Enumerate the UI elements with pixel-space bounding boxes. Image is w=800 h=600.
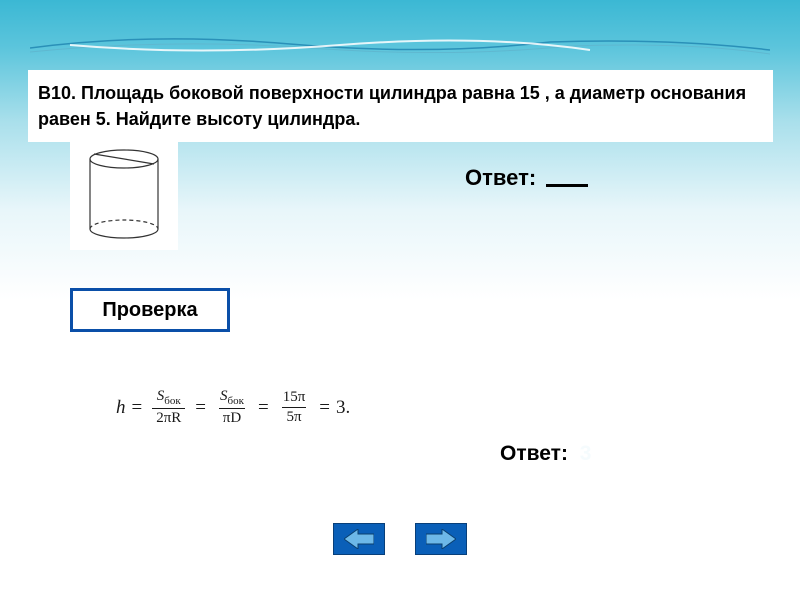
eq-frac-2: Sбок πD (216, 388, 248, 427)
check-button-label: Проверка (102, 299, 197, 322)
solution-equation: h = Sбок 2πR = Sбок πD = 15π 5π = 3. (116, 388, 350, 427)
check-button[interactable]: Проверка (70, 288, 230, 332)
nav-next-button[interactable] (415, 523, 467, 555)
nav-button-group (0, 523, 800, 555)
answer-prompt-2: Ответ: 3 (500, 442, 591, 466)
eq-equals-4: = (319, 397, 330, 419)
eq-frac-1: Sбок 2πR (152, 388, 185, 427)
decorative-wave (30, 30, 770, 60)
answer-label-text: Ответ: (465, 165, 536, 190)
answer2-value: 3 (580, 442, 592, 465)
eq-lhs: h (116, 397, 126, 419)
answer2-label: Ответ: (500, 442, 568, 465)
answer-prompt-1: Ответ: (465, 165, 588, 191)
question-text: В10. Площадь боковой поверхности цилиндр… (38, 83, 746, 129)
eq-equals-1: = (132, 397, 143, 419)
arrow-right-icon (426, 529, 456, 549)
eq-frac-3: 15π 5π (279, 389, 310, 426)
question-box: В10. Площадь боковой поверхности цилиндр… (28, 70, 773, 142)
nav-prev-button[interactable] (333, 523, 385, 555)
arrow-left-icon (344, 529, 374, 549)
eq-equals-2: = (195, 397, 206, 419)
answer-blank (546, 184, 588, 187)
cylinder-diagram (70, 138, 178, 250)
eq-equals-3: = (258, 397, 269, 419)
eq-result: 3. (336, 397, 350, 419)
